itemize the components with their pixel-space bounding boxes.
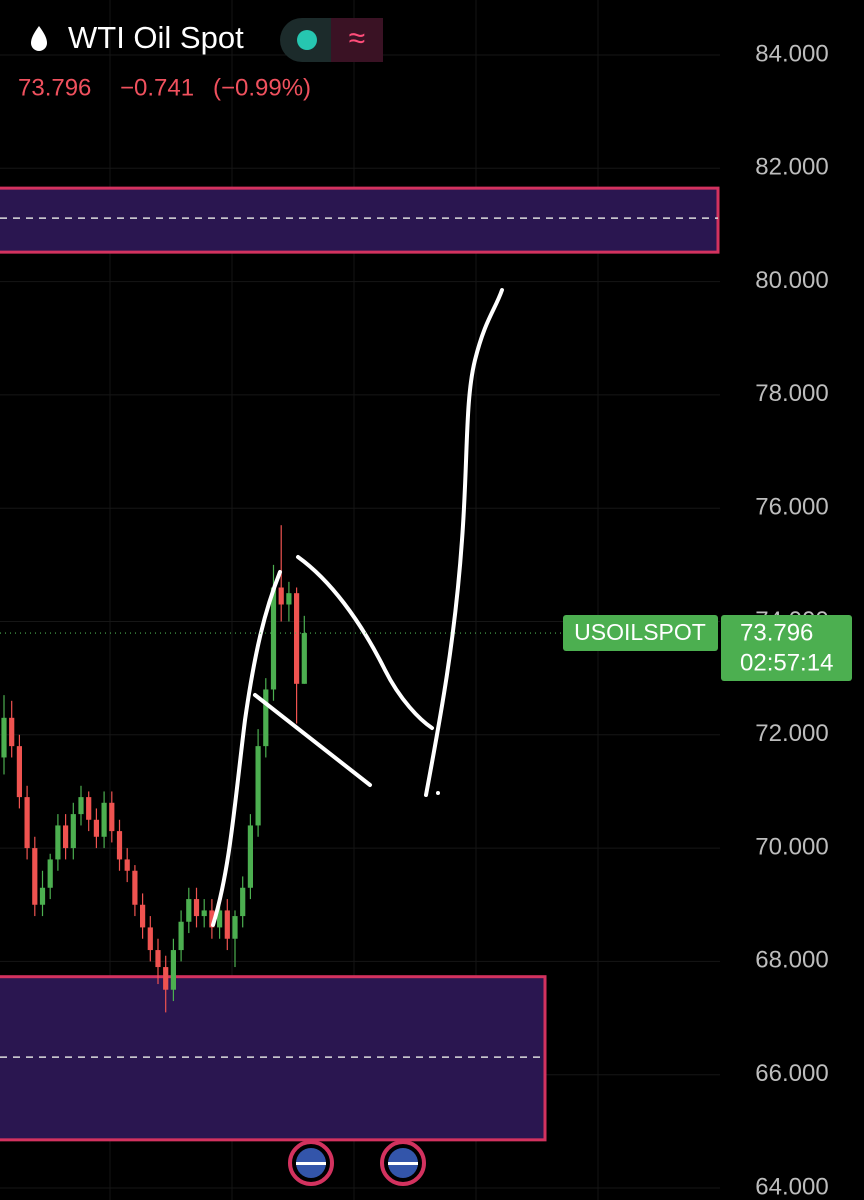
y-tick-label: 80.000 <box>755 267 828 294</box>
candle-body <box>63 825 69 849</box>
delay-icon: ≈ <box>349 22 365 55</box>
candle-body <box>170 950 176 990</box>
zone <box>0 975 547 1142</box>
symbol-label-bg <box>563 615 718 652</box>
candles <box>1 525 307 1013</box>
hand-drawing <box>211 288 504 927</box>
header: WTI Oil Spot ≈ 73.796 −0.741 (−0.99%) <box>18 18 383 101</box>
header-change: −0.741 <box>120 74 194 101</box>
candle-body <box>240 887 246 917</box>
candle-body <box>147 927 153 951</box>
candle-body <box>9 717 15 747</box>
flag-icon <box>296 1162 326 1165</box>
candle-body <box>24 797 30 849</box>
y-tick-label: 70.000 <box>755 833 828 860</box>
candle-body <box>70 814 76 849</box>
candle-body <box>270 587 277 690</box>
price-line: USOILSPOT 73.796 02:57:14 <box>0 615 852 682</box>
candle-body <box>209 910 215 928</box>
candle-body <box>39 887 46 905</box>
header-change-pct: (−0.99%) <box>213 74 311 101</box>
symbol-title: WTI Oil Spot <box>68 20 244 55</box>
candle-body <box>109 802 115 832</box>
drawn-stroke <box>424 288 504 797</box>
y-tick-label: 72.000 <box>755 720 828 747</box>
grid <box>0 54 720 1189</box>
candle-body <box>32 848 38 905</box>
zones <box>0 186 720 1142</box>
candle-body <box>78 797 84 815</box>
y-tick-label: 76.000 <box>755 494 828 521</box>
y-tick-label: 82.000 <box>755 154 828 181</box>
y-tick-label: 78.000 <box>755 380 828 407</box>
event-flags <box>288 1140 426 1186</box>
y-tick-label: 68.000 <box>755 947 828 974</box>
drop-icon <box>31 26 47 51</box>
candle-body <box>132 870 138 905</box>
candle-body <box>140 904 146 928</box>
y-tick-label: 64.000 <box>755 1173 828 1200</box>
header-price: 73.796 <box>18 74 91 101</box>
price-label-bg <box>721 615 852 682</box>
candle-body <box>186 899 192 922</box>
y-tick-label: 66.000 <box>755 1060 828 1087</box>
candle-body <box>301 633 307 684</box>
y-tick-label: 84.000 <box>755 40 828 67</box>
candle-body <box>55 825 61 860</box>
price-axis: 64.00066.00068.00070.00072.00074.00076.0… <box>755 40 828 1200</box>
drawn-stroke <box>211 570 282 927</box>
candle-body <box>116 831 123 860</box>
candle-body <box>247 825 253 888</box>
drawn-dot <box>436 791 440 795</box>
candle-body <box>201 910 207 917</box>
candle-body <box>101 802 107 837</box>
candle-body <box>286 593 292 605</box>
status-pill <box>331 18 383 62</box>
candle-body <box>47 859 53 888</box>
drawn-stroke <box>253 693 372 787</box>
symbol-label: USOILSPOT <box>574 619 706 645</box>
price-label: 73.796 <box>740 619 813 646</box>
market-dot <box>297 30 317 50</box>
candle-body <box>163 967 169 990</box>
candle-body <box>86 797 92 820</box>
drawn-stroke <box>296 555 434 730</box>
candle-body <box>232 916 238 939</box>
candle-body <box>124 859 130 871</box>
countdown-label: 02:57:14 <box>740 649 833 676</box>
candle-body <box>255 746 261 826</box>
candle-body <box>263 689 269 747</box>
candle-body <box>16 746 22 798</box>
candle-body <box>217 910 223 928</box>
candle-body <box>278 587 284 605</box>
candle-body <box>155 950 161 968</box>
zone <box>0 186 720 254</box>
candle-body <box>93 819 99 837</box>
candle-body <box>193 899 200 917</box>
candle-body <box>224 910 230 939</box>
candle-body <box>294 593 300 684</box>
candle-body <box>178 921 184 951</box>
flag-icon <box>388 1162 418 1165</box>
candle-body <box>1 717 7 758</box>
